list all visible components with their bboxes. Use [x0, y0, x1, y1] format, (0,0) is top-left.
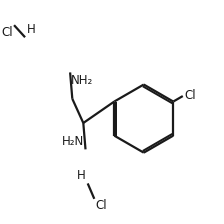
Text: Cl: Cl [1, 26, 13, 39]
Text: Cl: Cl [95, 200, 107, 213]
Text: H: H [77, 169, 86, 182]
Text: Cl: Cl [184, 89, 196, 102]
Text: H: H [27, 23, 36, 36]
Text: NH₂: NH₂ [71, 73, 93, 86]
Text: H₂N: H₂N [62, 135, 84, 148]
